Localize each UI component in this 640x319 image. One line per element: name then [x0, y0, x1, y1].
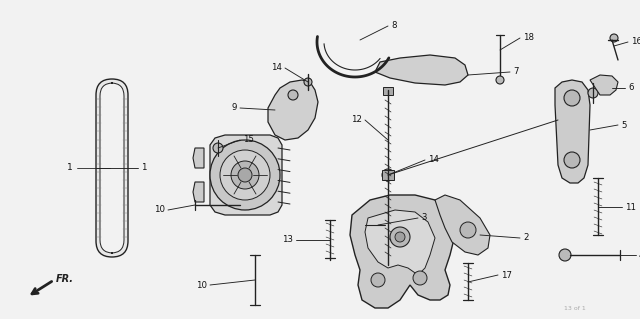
Circle shape [496, 76, 504, 84]
Polygon shape [590, 75, 618, 95]
Text: 4: 4 [639, 250, 640, 259]
Text: 12: 12 [351, 115, 362, 124]
Text: 14: 14 [271, 63, 282, 72]
Text: 13: 13 [282, 235, 293, 244]
Circle shape [559, 249, 571, 261]
Text: 2: 2 [523, 234, 529, 242]
Circle shape [220, 150, 270, 200]
Text: 8: 8 [391, 21, 397, 31]
Polygon shape [193, 148, 204, 168]
Text: 3: 3 [421, 213, 426, 222]
Circle shape [395, 232, 405, 242]
Circle shape [588, 88, 598, 98]
Circle shape [390, 227, 410, 247]
Text: FR.: FR. [56, 274, 74, 284]
Polygon shape [193, 182, 204, 202]
Text: 6: 6 [628, 84, 634, 93]
Circle shape [413, 271, 427, 285]
Polygon shape [382, 170, 394, 180]
Circle shape [304, 78, 312, 86]
Circle shape [238, 168, 252, 182]
Circle shape [231, 161, 259, 189]
Text: 5: 5 [621, 121, 627, 130]
Text: 10: 10 [196, 280, 207, 290]
Circle shape [371, 273, 385, 287]
Polygon shape [555, 80, 590, 183]
Circle shape [373, 220, 383, 230]
Text: 1: 1 [67, 164, 73, 173]
Text: 7: 7 [513, 68, 518, 77]
Text: 9: 9 [232, 103, 237, 113]
Circle shape [382, 169, 394, 181]
Text: 1: 1 [141, 164, 147, 173]
Circle shape [213, 143, 223, 153]
Polygon shape [375, 55, 468, 85]
FancyBboxPatch shape [100, 83, 124, 253]
Polygon shape [210, 135, 282, 215]
Polygon shape [350, 195, 455, 308]
FancyBboxPatch shape [96, 79, 128, 257]
Circle shape [564, 152, 580, 168]
Text: 15: 15 [243, 136, 254, 145]
Circle shape [564, 90, 580, 106]
Text: 10: 10 [154, 205, 165, 214]
Polygon shape [365, 210, 435, 275]
Polygon shape [268, 80, 318, 140]
Circle shape [288, 90, 298, 100]
Circle shape [210, 140, 280, 210]
Polygon shape [383, 87, 393, 95]
Circle shape [460, 222, 476, 238]
Text: 13 of 1: 13 of 1 [564, 306, 586, 310]
Text: 14: 14 [428, 155, 439, 165]
Polygon shape [383, 258, 393, 266]
Circle shape [610, 34, 618, 42]
Text: 17: 17 [501, 271, 512, 279]
Polygon shape [435, 195, 490, 255]
Text: 16: 16 [631, 38, 640, 47]
Text: 18: 18 [523, 33, 534, 42]
Text: 11: 11 [625, 203, 636, 211]
